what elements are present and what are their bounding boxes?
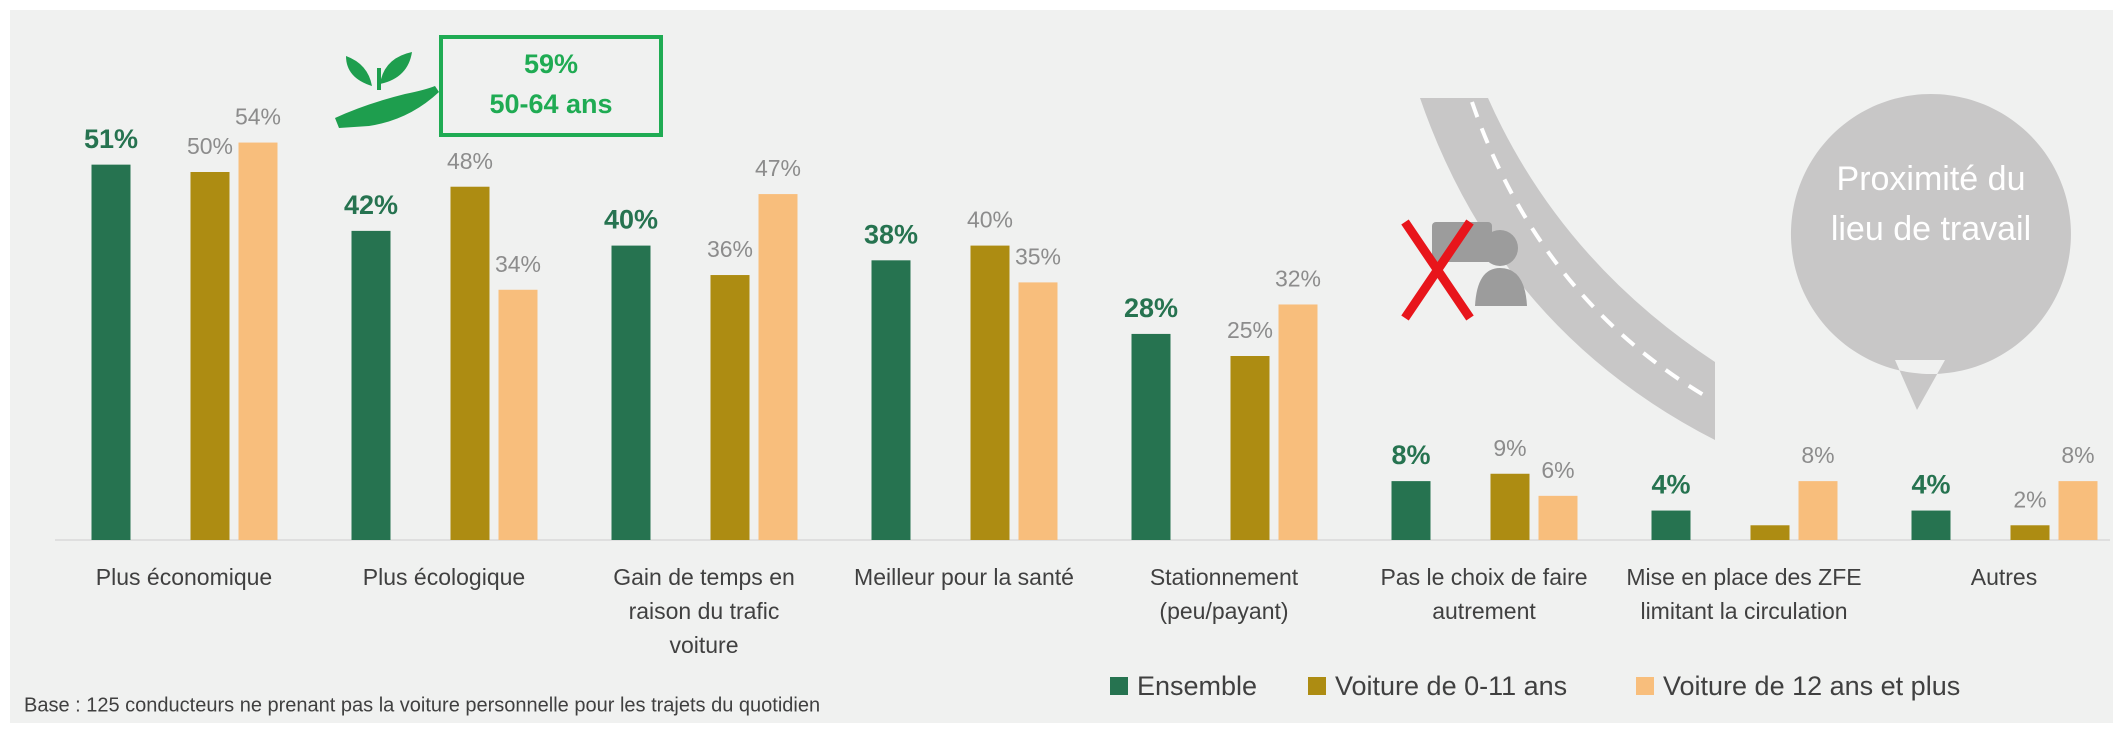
bar [191, 172, 230, 540]
bar [971, 246, 1010, 540]
value-label: 28% [1124, 293, 1178, 323]
highlight-text: 50-64 ans [489, 89, 612, 119]
bar [92, 165, 131, 540]
value-label: 8% [1391, 440, 1430, 470]
value-label: 50% [187, 133, 233, 159]
bar [1799, 481, 1838, 540]
value-label: 40% [604, 205, 658, 235]
value-label: 34% [495, 251, 541, 277]
x-tick-label: Gain de temps en raison du trafic voitur… [599, 560, 809, 662]
value-label: 48% [447, 148, 493, 174]
legend-swatch [1636, 677, 1654, 695]
value-label: 42% [344, 190, 398, 220]
bar [1019, 282, 1058, 540]
value-label: 35% [1015, 243, 1061, 269]
bar [1491, 474, 1530, 540]
value-label: 4% [1651, 470, 1690, 500]
bar [2011, 525, 2050, 540]
bar [451, 187, 490, 540]
bar [1539, 496, 1578, 540]
value-label: 47% [755, 155, 801, 181]
bar [1279, 304, 1318, 540]
x-tick-label: Plus économique [49, 560, 319, 594]
bar [711, 275, 750, 540]
highlight-text: 59% [524, 49, 578, 79]
x-tick-label: Meilleur pour la santé [829, 560, 1099, 594]
bar [499, 290, 538, 540]
value-label: 2% [2013, 486, 2046, 512]
bar [2059, 481, 2098, 540]
x-tick-label: Stationnement (peu/payant) [1124, 560, 1324, 628]
value-label: 8% [2061, 442, 2094, 468]
legend-label: Voiture de 12 ans et plus [1663, 671, 1960, 701]
bar [239, 143, 278, 540]
value-label: 4% [1911, 470, 1950, 500]
value-label: 54% [235, 104, 281, 130]
value-label: 6% [1541, 457, 1574, 483]
bar [759, 194, 798, 540]
value-label: 8% [1801, 442, 1834, 468]
bar [1231, 356, 1270, 540]
bar [1392, 481, 1431, 540]
value-label: 32% [1275, 266, 1321, 292]
value-label: 38% [864, 219, 918, 249]
legend-label: Ensemble [1137, 671, 1257, 701]
legend-label: Voiture de 0-11 ans [1335, 671, 1567, 701]
x-tick-label: Plus écologique [309, 560, 579, 594]
legend-swatch [1308, 677, 1326, 695]
value-label: 36% [707, 236, 753, 262]
value-label: 9% [1493, 435, 1526, 461]
bar [612, 246, 651, 540]
page: 59% 50-64 ans Base : 125 conducteurs ne … [0, 0, 2123, 733]
x-tick-label: Autres [1869, 560, 2123, 594]
value-label: 40% [967, 207, 1013, 233]
value-label: 51% [84, 124, 138, 154]
bubble-text: Proximité du lieu de travail [1821, 154, 2041, 254]
x-tick-label: Mise en place des ZFE limitant la circul… [1615, 560, 1873, 628]
x-tick-label: Pas le choix de faire autrement [1367, 560, 1602, 628]
bar [1751, 525, 1790, 540]
footnote: Base : 125 conducteurs ne prenant pas la… [24, 694, 820, 716]
bar [1652, 511, 1691, 540]
value-label: 25% [1227, 317, 1273, 343]
bar [1132, 334, 1171, 540]
bar [352, 231, 391, 540]
bar [1912, 511, 1951, 540]
legend-swatch [1110, 677, 1128, 695]
bar [872, 260, 911, 540]
